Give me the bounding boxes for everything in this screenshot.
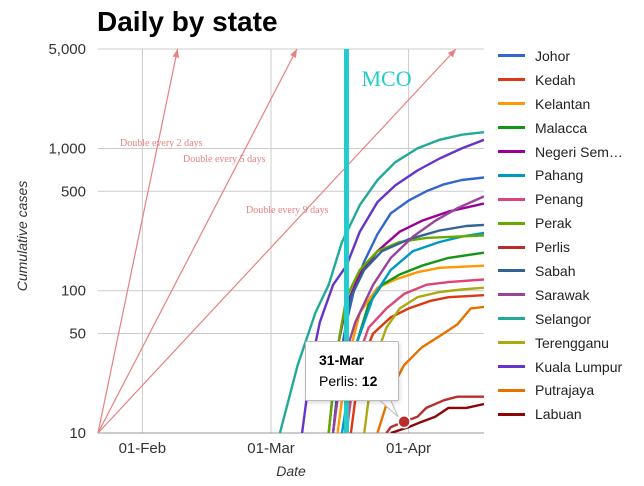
chart-title: Daily by state	[97, 6, 278, 37]
legend-label: Perlis	[535, 239, 571, 256]
legend-swatch	[498, 126, 525, 130]
x-tick-label: 01-Apr	[386, 440, 431, 457]
legend-label: Negeri Sem…	[535, 143, 623, 160]
legend-swatch	[498, 269, 525, 273]
legend-label: Sabah	[535, 262, 576, 279]
legend-label: Kelantan	[535, 95, 591, 112]
reference-arrowhead	[290, 49, 297, 58]
mco-label: MCO	[361, 66, 411, 91]
legend-label: Kedah	[535, 71, 576, 88]
series-line	[278, 131, 484, 433]
legend-swatch	[498, 173, 525, 177]
reference-line-label: Double every 5 days	[183, 154, 266, 165]
legend-item[interactable]: Johor	[498, 44, 644, 68]
reference-line-label: Double every 2 days	[120, 138, 203, 149]
legend-label: Kuala Lumpur	[535, 358, 623, 375]
legend-swatch	[498, 54, 525, 58]
hover-point	[397, 414, 411, 429]
x-axis-title: Date	[276, 463, 306, 479]
legend-swatch	[498, 245, 525, 249]
legend-swatch	[498, 221, 525, 225]
legend-item[interactable]: Sarawak	[498, 283, 644, 307]
y-tick-label: 100	[61, 283, 86, 300]
y-axis-title: Cumulative cases	[14, 181, 30, 292]
series-line	[327, 234, 484, 433]
series-line	[385, 395, 484, 433]
reference-line	[97, 48, 179, 434]
legend-swatch	[498, 317, 525, 321]
legend-label: Sarawak	[535, 286, 590, 303]
legend-label: Penang	[535, 191, 584, 208]
reference-line-label: Double every 9 days	[246, 205, 329, 216]
tooltip-line: Perlis: 12	[319, 373, 378, 389]
y-tick-label: 5,000	[48, 41, 86, 58]
legend-item[interactable]: Perlis	[498, 235, 644, 259]
tooltip-value: 12	[361, 373, 378, 389]
legend-swatch	[498, 341, 525, 345]
legend-item[interactable]: Pahang	[498, 163, 644, 187]
x-tick-label: 01-Mar	[247, 440, 295, 457]
y-tick-label: 1,000	[48, 140, 86, 157]
x-tick-label: 01-Feb	[119, 440, 167, 457]
reference-arrowhead	[172, 49, 180, 58]
legend-swatch	[498, 78, 525, 82]
legend-label: Malacca	[535, 119, 588, 136]
y-tick-label: 500	[61, 183, 86, 200]
legend-item[interactable]: Malacca	[498, 116, 644, 140]
legend-swatch	[498, 150, 525, 153]
legend-item[interactable]: Kelantan	[498, 92, 644, 116]
legend-label: Selangor	[535, 310, 592, 327]
legend: Johor Kedah Kelantan Malacca Negeri Sem… Paha…	[498, 44, 644, 426]
hover-marker	[376, 398, 411, 429]
legend-label: Pahang	[535, 167, 584, 184]
legend-swatch	[498, 412, 525, 416]
grid-lines	[98, 48, 484, 434]
legend-swatch	[498, 365, 525, 369]
legend-item[interactable]: Sabah	[498, 259, 644, 283]
legend-label: Perak	[535, 215, 572, 232]
tooltip-series: Perlis	[319, 373, 355, 389]
y-tick-label: 50	[69, 326, 86, 343]
legend-label: Putrajaya	[535, 382, 595, 399]
y-tick-label: 10	[69, 425, 86, 442]
legend-swatch	[498, 293, 525, 297]
legend-item[interactable]: Putrajaya	[498, 378, 644, 402]
axis-ticks: 10 50 100 500 1,000 5,000 01-Feb 01-Mar 01-Apr	[48, 41, 431, 457]
legend-label: Terengganu	[535, 334, 609, 351]
legend-label: Labuan	[535, 406, 582, 423]
series-line	[300, 138, 484, 433]
doubling-reference-lines: Double every 2 days Double every 5 days Do…	[97, 48, 457, 434]
legend-item[interactable]: Perak	[498, 211, 644, 235]
tooltip-date: 31-Mar	[319, 352, 365, 368]
reference-arrowhead	[447, 49, 457, 58]
legend-item[interactable]: Selangor	[498, 307, 644, 331]
legend-swatch	[498, 388, 525, 392]
reference-line	[97, 48, 457, 434]
axis-labels: Date Cumulative cases	[14, 181, 306, 479]
legend-item[interactable]: Kuala Lumpur	[498, 355, 644, 379]
legend-item[interactable]: Penang	[498, 187, 644, 211]
legend-item[interactable]: Negeri Sem…	[498, 140, 644, 164]
reference-line	[97, 48, 298, 434]
legend-swatch	[498, 102, 525, 106]
legend-item[interactable]: Labuan	[498, 402, 644, 426]
legend-swatch	[498, 197, 525, 201]
tooltip-pointer	[376, 398, 399, 418]
legend-item[interactable]: Terengganu	[498, 331, 644, 355]
legend-item[interactable]: Kedah	[498, 68, 644, 92]
legend-label: Johor	[535, 47, 571, 64]
tooltip: 31-Mar Perlis: 12	[305, 341, 399, 401]
series-line	[390, 402, 484, 433]
